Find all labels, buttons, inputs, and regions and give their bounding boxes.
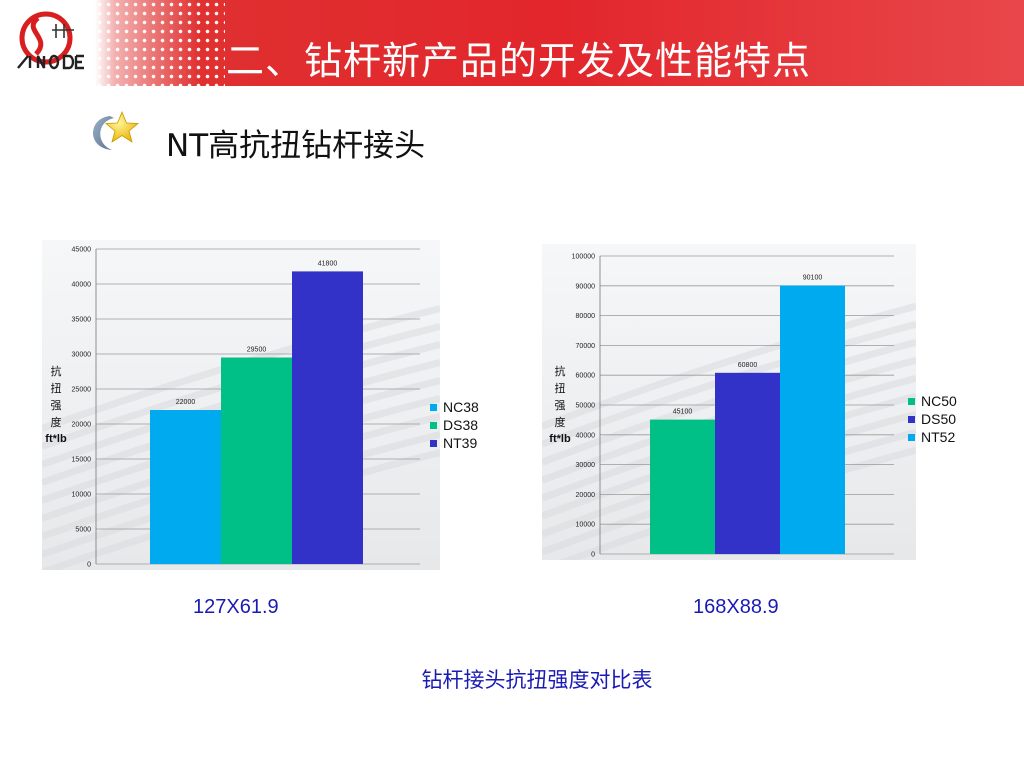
y-tick-label: 20000 — [72, 422, 92, 429]
bar-data-label: 45100 — [673, 409, 693, 416]
y-axis-char: 度 — [50, 416, 62, 429]
y-axis-label-2: 抗 扭 强 度 ft*lb — [545, 363, 575, 448]
y-tick-label: 0 — [87, 562, 91, 569]
slide-title: 二、钻杆新产品的开发及性能特点 — [226, 39, 812, 83]
section-subtitle: NT高抗扭钻杆接头 — [166, 128, 426, 164]
comparison-table-caption: 钻杆接头抗扭强度对比表 — [421, 668, 653, 692]
legend-label: NT39 — [443, 435, 478, 451]
y-tick-label: 35000 — [72, 317, 92, 324]
y-axis-char: 扭 — [50, 382, 62, 395]
y-tick-label: 40000 — [576, 432, 596, 439]
legend-swatch — [430, 439, 437, 447]
legend-item: NT39 — [430, 434, 479, 452]
chart-caption-1: 127X61.9 — [193, 596, 279, 618]
y-axis-char: 抗 — [50, 365, 62, 378]
y-tick-label: 90000 — [576, 283, 596, 290]
bar-data-label: 22000 — [176, 399, 196, 406]
chart-caption-2: 168X88.9 — [693, 596, 779, 618]
legend-swatch — [908, 415, 915, 423]
chart-legend-1: NC38 DS38 NT39 — [430, 398, 479, 452]
legend-label: DS38 — [443, 417, 479, 433]
legend-swatch — [908, 433, 915, 441]
bar-ds50 — [715, 372, 780, 554]
y-tick-label: 40000 — [72, 282, 92, 289]
legend-item: NT52 — [908, 428, 957, 446]
y-tick-label: 10000 — [576, 522, 596, 529]
y-tick-label: 15000 — [72, 457, 92, 464]
legend-swatch — [430, 403, 437, 411]
y-tick-label: 70000 — [576, 343, 596, 350]
y-tick-label: 20000 — [576, 492, 596, 499]
y-tick-label: 25000 — [72, 387, 92, 394]
legend-label: NT52 — [921, 429, 956, 445]
bar-nt52 — [780, 285, 845, 554]
y-axis-char: 强 — [554, 399, 566, 412]
y-tick-label: 0 — [591, 552, 595, 559]
y-axis-char: 扭 — [554, 382, 566, 395]
legend-swatch — [908, 397, 915, 405]
legend-item: DS50 — [908, 410, 957, 428]
y-axis-char: 强 — [50, 399, 62, 412]
legend-item: NC50 — [908, 392, 957, 410]
y-axis-label-1: 抗 扭 强 度 ft*lb — [42, 363, 70, 448]
y-tick-label: 100000 — [572, 254, 595, 261]
chart-panel-1: 0 5000 10000 15000 20000 25000 30000 35000 40000… — [42, 240, 440, 570]
legend-item: NC38 — [430, 398, 479, 416]
legend-label: NC50 — [921, 393, 957, 409]
y-tick-label: 5000 — [75, 527, 91, 534]
torque-bar-chart-1: 0 5000 10000 15000 20000 25000 30000 35000 40000… — [42, 240, 440, 570]
y-tick-label: 45000 — [72, 247, 92, 254]
bar-nt39 — [292, 271, 363, 564]
header-banner: 二、钻杆新产品的开发及性能特点 — [0, 0, 1024, 86]
y-tick-label: 10000 — [72, 492, 92, 499]
y-axis-char: 抗 — [554, 365, 566, 378]
star-swoosh-icon — [93, 110, 140, 150]
legend-item: DS38 — [430, 416, 479, 434]
bar-nc50 — [650, 419, 715, 554]
legend-swatch — [430, 421, 437, 429]
y-tick-label: 60000 — [576, 373, 596, 380]
y-tick-label: 50000 — [576, 403, 596, 410]
header-dot-pattern — [95, 0, 225, 86]
bar-data-label: 90100 — [803, 275, 823, 282]
y-axis-unit: ft*lb — [45, 433, 67, 445]
bar-nc38 — [150, 410, 221, 564]
bar-data-label: 41800 — [318, 260, 338, 267]
y-axis-char: 度 — [554, 416, 566, 429]
y-tick-label: 30000 — [72, 352, 92, 359]
legend-label: DS50 — [921, 411, 957, 427]
y-tick-label: 30000 — [576, 462, 596, 469]
bar-ds38 — [221, 357, 292, 564]
y-axis-unit: ft*lb — [549, 433, 571, 445]
legend-label: NC38 — [443, 399, 479, 415]
background-pipe-texture — [542, 302, 916, 430]
y-tick-label: 80000 — [576, 313, 596, 320]
sinopec-logo-icon — [17, 11, 84, 70]
chart-legend-2: NC50 DS50 NT52 — [908, 392, 957, 446]
chart-panel-2: 0 10000 20000 30000 40000 50000 60000 70000 8000… — [542, 244, 916, 560]
torque-bar-chart-2: 0 10000 20000 30000 40000 50000 60000 70000 8000… — [542, 244, 916, 560]
bar-data-label: 29500 — [247, 347, 267, 354]
bar-data-label: 60800 — [738, 362, 758, 369]
